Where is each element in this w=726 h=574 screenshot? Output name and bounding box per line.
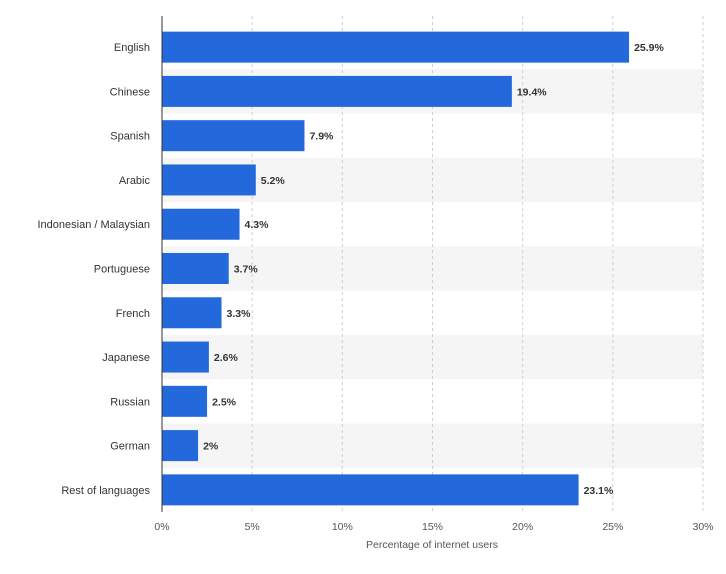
bar[interactable] [162,474,579,506]
value-label: 2.5% [212,396,237,408]
category-label: Chinese [110,86,150,98]
value-label: 3.3% [227,308,252,320]
bar[interactable] [162,385,208,417]
category-label: German [110,441,150,453]
x-tick-label: 5% [245,521,260,533]
x-tick-label: 10% [332,521,353,533]
x-tick-label: 30% [692,521,713,533]
value-label: 5.2% [261,175,286,187]
category-label: Japanese [102,352,150,364]
category-label: Rest of languages [61,485,150,497]
x-axis-title: Percentage of internet users [366,539,498,551]
category-label: Spanish [110,131,150,143]
category-label: English [114,42,150,54]
bar[interactable] [162,341,209,373]
bar[interactable] [162,253,229,284]
bar[interactable] [162,297,222,329]
value-label: 23.1% [584,485,614,497]
value-label: 4.3% [245,219,270,231]
bar[interactable] [162,164,256,196]
category-label: Arabic [119,175,151,187]
category-label: Russian [110,396,150,408]
value-label: 2.6% [214,352,239,364]
value-label: 7.9% [309,131,334,143]
category-label: Portuguese [94,264,150,276]
value-label: 3.7% [234,264,259,276]
bar[interactable] [162,31,630,63]
bar[interactable] [162,75,512,107]
category-label: Indonesian / Malaysian [37,219,150,231]
x-tick-label: 0% [154,521,169,533]
value-label: 19.4% [517,86,547,98]
category-label: French [116,308,150,320]
x-tick-label: 15% [422,521,443,533]
bar[interactable] [162,430,199,462]
value-label: 25.9% [634,42,664,54]
value-label: 2% [203,441,219,453]
bar[interactable] [162,208,240,240]
x-tick-label: 20% [512,521,533,533]
x-tick-label: 25% [602,521,623,533]
bar[interactable] [162,120,305,152]
